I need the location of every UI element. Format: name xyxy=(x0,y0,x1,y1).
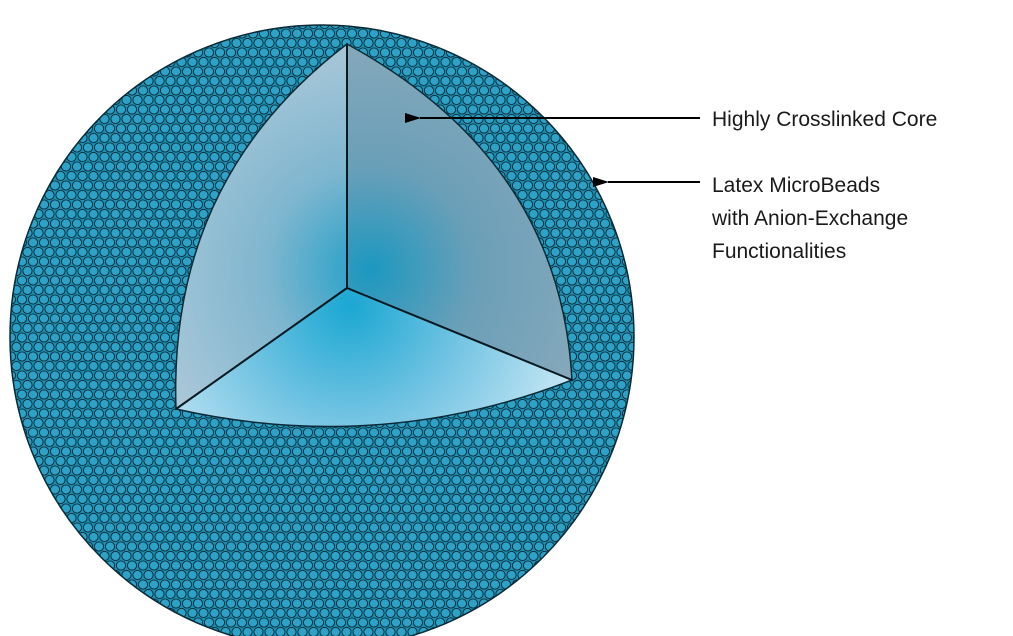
core-label: Highly Crosslinked Core xyxy=(712,108,937,131)
core-right-edge xyxy=(346,287,573,381)
shell-label-line1: Latex MicroBeads xyxy=(712,174,880,197)
core-left-edge xyxy=(175,287,348,410)
core-floor xyxy=(174,287,575,428)
shell-label-line3: Functionalities xyxy=(712,240,846,263)
core-right-wall xyxy=(346,42,573,382)
shell-label-line2: with Anion-Exchange xyxy=(711,207,908,230)
